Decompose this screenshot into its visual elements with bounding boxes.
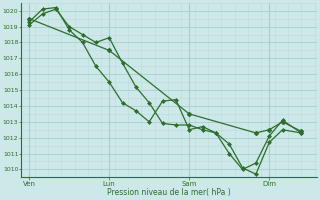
- X-axis label: Pression niveau de la mer( hPa ): Pression niveau de la mer( hPa ): [107, 188, 231, 197]
